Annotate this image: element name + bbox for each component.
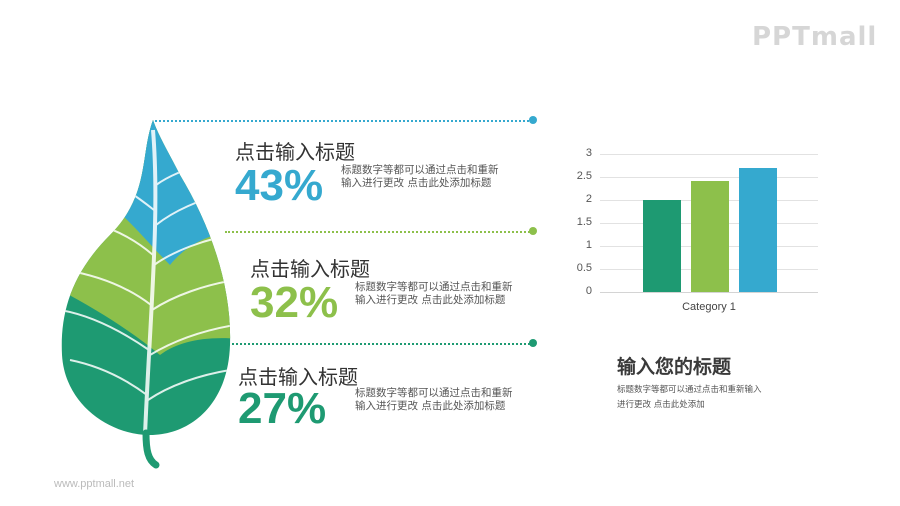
brand-logo: PPTmall — [752, 22, 878, 52]
y-tick: 2 — [585, 193, 592, 205]
item-title[interactable]: 点击输入标题 — [235, 140, 355, 164]
stat-row-2: 点击输入标题 32% 标题数字等都可以通过点击和重新输入进行更改 点击此处添加标… — [0, 227, 540, 341]
item-title[interactable]: 点击输入标题 — [238, 365, 358, 389]
item-percent[interactable]: 27% — [238, 384, 327, 433]
bar-series-3[interactable] — [739, 168, 777, 292]
bar-series-1[interactable] — [643, 200, 681, 292]
footer-url: www.pptmall.net — [54, 478, 135, 490]
item-description[interactable]: 标题数字等都可以通过点击和重新输入进行更改 点击此处添加标题 — [341, 164, 499, 189]
y-tick: 1 — [585, 239, 592, 251]
x-axis-line — [600, 292, 818, 293]
line-end-dot-icon — [529, 339, 537, 347]
item-title[interactable]: 点击输入标题 — [250, 257, 370, 281]
y-tick: 0 — [585, 285, 592, 297]
item-percent[interactable]: 32% — [250, 278, 339, 327]
divider-line — [225, 343, 533, 345]
leaf-stem-icon — [142, 429, 160, 469]
side-panel-title[interactable]: 输入您的标题 — [617, 356, 732, 378]
item-description[interactable]: 标题数字等都可以通过点击和重新输入进行更改 点击此处添加标题 — [355, 387, 513, 412]
divider-line — [225, 231, 533, 233]
x-category-label: Category 1 — [682, 301, 736, 313]
leaf-illustration — [61, 120, 231, 469]
side-panel-description[interactable]: 标题数字等都可以通过点击和重新输入进行更改 点击此处添加 — [617, 385, 762, 410]
stat-row-3: 点击输入标题 27% 标题数字等都可以通过点击和重新输入进行更改 点击此处添加标… — [0, 339, 540, 453]
item-percent[interactable]: 43% — [235, 161, 324, 210]
y-tick: 2.5 — [576, 170, 592, 182]
y-tick: 1.5 — [576, 216, 592, 228]
gridline — [600, 154, 818, 155]
y-tick: 3 — [585, 147, 592, 159]
bar-series-2[interactable] — [691, 181, 729, 292]
line-end-dot-icon — [529, 227, 537, 235]
item-description[interactable]: 标题数字等都可以通过点击和重新输入进行更改 点击此处添加标题 — [355, 281, 513, 306]
divider-line — [155, 120, 533, 122]
y-tick: 0.5 — [576, 262, 592, 274]
stat-row-1: 点击输入标题 43% 标题数字等都可以通过点击和重新输入进行更改 点击此处添加标… — [0, 116, 540, 230]
line-end-dot-icon — [529, 116, 537, 124]
bar-chart: 3 2.5 2 1.5 1 0.5 0 Category 1 — [570, 140, 830, 330]
gridline — [600, 177, 818, 178]
